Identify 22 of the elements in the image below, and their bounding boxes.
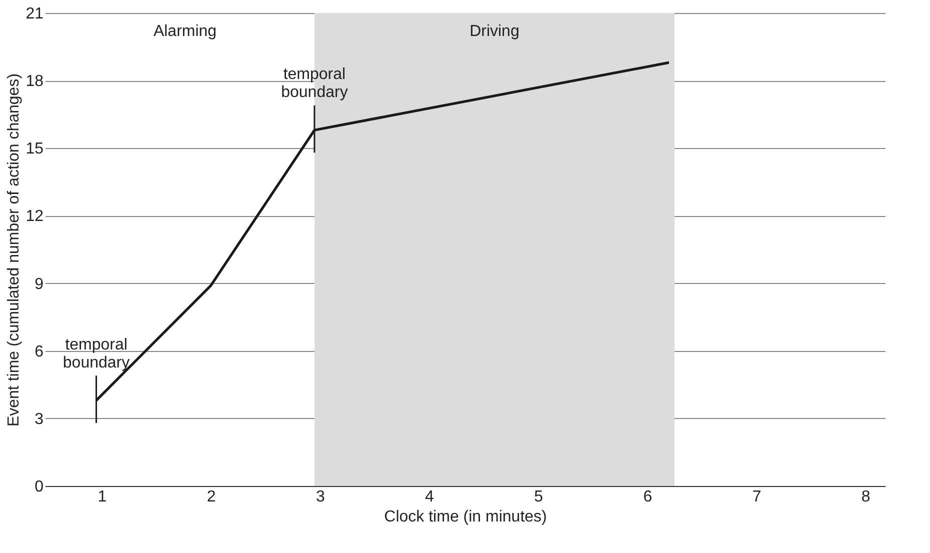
annotation: temporal boundary — [281, 66, 348, 102]
x-tick-label: 7 — [752, 488, 762, 506]
x-tick-label: 6 — [643, 488, 652, 506]
x-tick-label: 8 — [861, 488, 870, 506]
band-label: Driving — [470, 23, 520, 40]
x-tick-label: 1 — [98, 488, 107, 506]
y-tick-label: 0 — [34, 478, 44, 496]
x-tick-label: 3 — [316, 488, 325, 506]
y-axis-title: Event time (cumulated number of action changes) — [6, 73, 23, 427]
x-tick-label: 4 — [425, 488, 434, 506]
x-tick-label: 2 — [206, 488, 216, 506]
y-tick-label: 18 — [26, 73, 44, 90]
y-tick-label: 3 — [34, 410, 44, 428]
x-axis-title: Clock time (in minutes) — [384, 508, 547, 526]
annotation: Alarming — [153, 23, 217, 40]
y-tick-label: 9 — [34, 276, 44, 293]
y-tick-label: 15 — [26, 140, 44, 158]
y-tick-label: 21 — [26, 6, 44, 22]
y-tick-label: 12 — [26, 208, 44, 226]
y-tick-label: 6 — [34, 343, 44, 360]
annotation: temporal boundary — [62, 336, 130, 372]
x-tick-label: 5 — [534, 488, 544, 506]
